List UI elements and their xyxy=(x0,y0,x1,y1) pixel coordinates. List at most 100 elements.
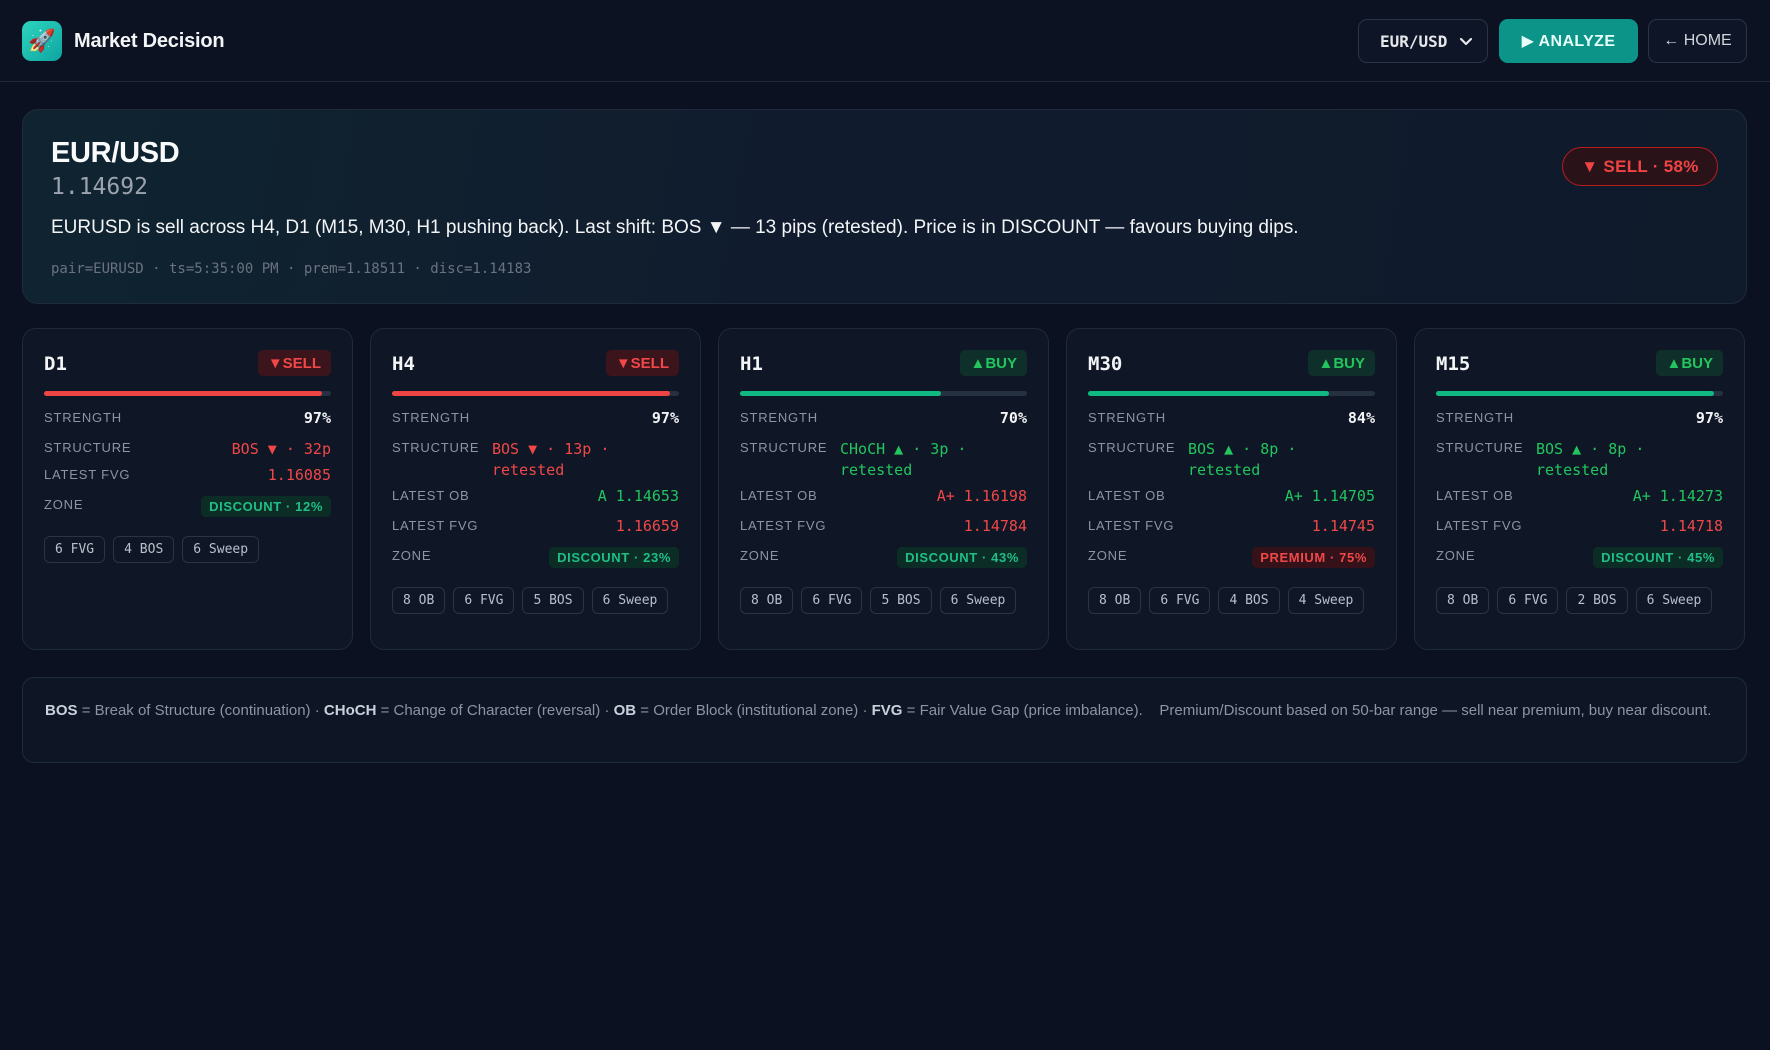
count-chip: 8 OB xyxy=(1436,587,1490,614)
count-chips: 8 OB 6 FVG 5 BOS 6 Sweep xyxy=(392,587,679,614)
latest-ob-label: LATEST OB xyxy=(392,488,470,503)
count-chip: 6 Sweep xyxy=(1635,587,1713,614)
timeframe-name: M15 xyxy=(1436,353,1471,375)
timeframe-card-h4: H4 ▼SELL STRENGTH 97% STRUCTURE BOS ▼ · 13p ·… xyxy=(370,328,701,650)
legend-bos-term: BOS xyxy=(45,702,78,719)
latest-fvg-label: LATEST FVG xyxy=(1436,518,1523,533)
legend-choch-term: CHoCH xyxy=(323,702,377,719)
count-chips: 8 OB 6 FVG 4 BOS 4 Sweep xyxy=(1088,587,1375,614)
top-bar: 🚀 Market Decision EUR/USD ▶ ANALYZE ← HO… xyxy=(0,0,1770,82)
strength-bar-fill xyxy=(392,391,671,396)
latest-ob-label: LATEST OB xyxy=(740,488,818,503)
count-chips: 8 OB 6 FVG 2 BOS 6 Sweep xyxy=(1436,587,1723,614)
strength-value: 70% xyxy=(999,409,1027,427)
app-name: Market Decision xyxy=(74,29,225,52)
strength-row: STRENGTH 97% xyxy=(1436,409,1723,439)
structure-value: BOS ▼ · 32p xyxy=(231,440,331,458)
strength-value: 97% xyxy=(1695,409,1723,427)
latest-ob-row: LATEST OB A 1.14653 xyxy=(392,487,679,517)
strength-row: STRENGTH 97% xyxy=(44,409,331,439)
strength-bar xyxy=(44,391,331,396)
strength-row: STRENGTH 84% xyxy=(1088,409,1375,439)
strength-label: STRENGTH xyxy=(740,410,818,425)
pair-title: EUR/USD xyxy=(51,137,180,169)
zone-badge: PREMIUM · 75% xyxy=(1252,547,1375,568)
zone-label: ZONE xyxy=(740,548,780,563)
zone-row: ZONE DISCOUNT · 43% xyxy=(740,547,1027,577)
latest-fvg-value: 1.14718 xyxy=(1659,517,1723,535)
latest-ob-value: A+ 1.14273 xyxy=(1632,487,1723,505)
brand[interactable]: 🚀 Market Decision xyxy=(22,21,225,61)
strength-label: STRENGTH xyxy=(44,410,122,425)
timeframe-name: H4 xyxy=(392,353,415,375)
legend-fvg-def: = Fair Value Gap (price imbalance). xyxy=(906,702,1143,719)
zone-badge: DISCOUNT · 45% xyxy=(1593,547,1723,568)
structure-value: BOS ▲ · 8p · retested xyxy=(1536,440,1645,479)
signal-badge: ▼ SELL · 58% xyxy=(1562,147,1718,186)
count-chip: 4 Sweep xyxy=(1287,587,1365,614)
latest-fvg-value: 1.14745 xyxy=(1311,517,1375,535)
count-chip: 6 FVG xyxy=(1149,587,1211,614)
legend-ob-def: = Order Block (institutional zone) xyxy=(640,702,859,719)
strength-label: STRENGTH xyxy=(1436,410,1514,425)
strength-row: STRENGTH 97% xyxy=(392,409,679,439)
timeframe-name: H1 xyxy=(740,353,763,375)
zone-badge: DISCOUNT · 23% xyxy=(549,547,679,568)
strength-row: STRENGTH 70% xyxy=(740,409,1027,439)
count-chip: 4 BOS xyxy=(113,536,175,563)
count-chip: 6 FVG xyxy=(801,587,863,614)
structure-label: STRUCTURE xyxy=(392,440,480,455)
structure-row: STRUCTURE BOS ▼ · 32p xyxy=(44,439,331,460)
structure-label: STRUCTURE xyxy=(1088,440,1176,455)
latest-fvg-value: 1.16659 xyxy=(615,517,679,535)
home-button[interactable]: ← HOME xyxy=(1648,19,1747,63)
direction-badge: ▲BUY xyxy=(1308,350,1375,376)
strength-value: 97% xyxy=(303,409,331,427)
count-chip: 5 BOS xyxy=(522,587,584,614)
legend-ob-term: OB xyxy=(613,702,637,719)
analyze-button[interactable]: ▶ ANALYZE xyxy=(1499,19,1638,63)
latest-ob-value: A+ 1.16198 xyxy=(936,487,1027,505)
latest-fvg-label: LATEST FVG xyxy=(44,467,131,482)
pair-select[interactable]: EUR/USD xyxy=(1358,19,1488,63)
count-chip: 8 OB xyxy=(740,587,794,614)
count-chip: 6 Sweep xyxy=(591,587,669,614)
zone-label: ZONE xyxy=(392,548,432,563)
latest-ob-row: LATEST OB A+ 1.14273 xyxy=(1436,487,1723,517)
timeframe-card-m30: M30 ▲BUY STRENGTH 84% STRUCTURE BOS ▲ · 8p · … xyxy=(1066,328,1397,650)
structure-row: STRUCTURE BOS ▼ · 13p · retested xyxy=(392,439,679,481)
count-chip: 8 OB xyxy=(1088,587,1142,614)
legend-bos-def: = Break of Structure (continuation) xyxy=(81,702,311,719)
pair-select-value: EUR/USD xyxy=(1380,31,1448,51)
latest-fvg-row: LATEST FVG 1.16659 xyxy=(392,517,679,547)
count-chip: 8 OB xyxy=(392,587,446,614)
zone-label: ZONE xyxy=(1088,548,1128,563)
strength-label: STRENGTH xyxy=(392,410,470,425)
rocket-icon: 🚀 xyxy=(22,21,62,61)
latest-fvg-row: LATEST FVG 1.16085 xyxy=(44,466,331,496)
count-chip: 4 BOS xyxy=(1218,587,1280,614)
structure-value: CHoCH ▲ · 3p · retested xyxy=(840,440,967,479)
structure-label: STRUCTURE xyxy=(1436,440,1524,455)
count-chip: 6 FVG xyxy=(453,587,515,614)
zone-label: ZONE xyxy=(44,497,84,512)
latest-fvg-row: LATEST FVG 1.14718 xyxy=(1436,517,1723,547)
latest-ob-row: LATEST OB A+ 1.16198 xyxy=(740,487,1027,517)
latest-ob-row: LATEST OB A+ 1.14705 xyxy=(1088,487,1375,517)
direction-badge: ▲BUY xyxy=(1656,350,1723,376)
latest-fvg-value: 1.14784 xyxy=(963,517,1027,535)
direction-badge: ▼SELL xyxy=(605,350,679,376)
latest-fvg-label: LATEST FVG xyxy=(740,518,827,533)
strength-value: 97% xyxy=(651,409,679,427)
count-chip: 6 FVG xyxy=(44,536,106,563)
timeframe-name: D1 xyxy=(44,353,67,375)
structure-label: STRUCTURE xyxy=(44,440,132,455)
legend-choch-def: = Change of Character (reversal) xyxy=(380,702,601,719)
structure-value: BOS ▲ · 8p · retested xyxy=(1188,440,1297,479)
zone-label: ZONE xyxy=(1436,548,1476,563)
zone-badge: DISCOUNT · 12% xyxy=(201,496,331,517)
latest-fvg-row: LATEST FVG 1.14745 xyxy=(1088,517,1375,547)
timeframe-card-d1: D1 ▼SELL STRENGTH 97% STRUCTURE BOS ▼ · 32p LA… xyxy=(22,328,353,650)
strength-label: STRENGTH xyxy=(1088,410,1166,425)
strength-bar xyxy=(392,391,679,396)
